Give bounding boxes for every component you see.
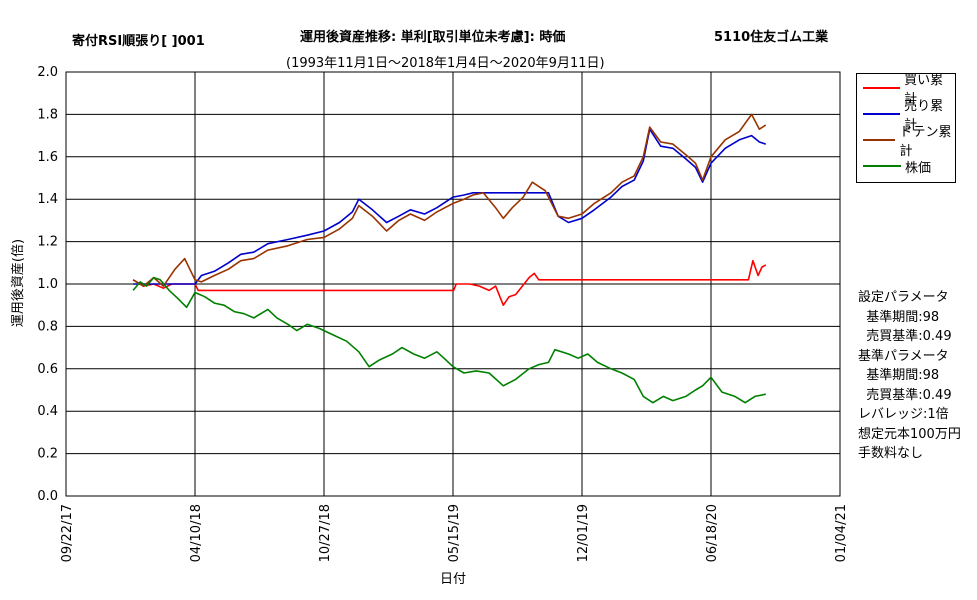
y-axis-label: 運用後資産(倍) (10, 239, 26, 327)
y-tick-label: 1.8 (37, 107, 58, 122)
param-line: 設定パラメータ (858, 290, 949, 305)
legend-item-doten: ドテン累計 (863, 125, 955, 159)
legend-item-sell: 売り累計 (863, 99, 955, 133)
stock-price-line (132, 276, 766, 404)
x-tick-label: 10/27/18 (318, 504, 333, 562)
legend-swatch-doten (863, 139, 896, 141)
x-tick-label: 09/22/17 (60, 504, 75, 562)
param-line: 売買基準:0.49 (858, 329, 952, 344)
doten-cumulative-line (132, 113, 767, 287)
legend-label-buy: 買い累計 (904, 73, 944, 107)
parameter-block: 設定パラメータ 基準期間:98 売買基準:0.49 基準パラメータ 基準期間:9… (858, 288, 961, 464)
y-tick-label: 1.4 (37, 192, 58, 207)
x-tick-label: 12/01/19 (576, 504, 591, 562)
chart-legend: 買い累計 売り累計 ドテン累計 株価 (856, 73, 956, 183)
y-tick-label: 0.2 (37, 447, 58, 462)
x-tick-label: 04/10/18 (189, 504, 204, 562)
x-tick-label: 06/18/20 (705, 504, 720, 562)
plot-border (65, 71, 841, 497)
y-tick-label: 1.0 (37, 277, 58, 292)
sell-cumulative-line (133, 128, 767, 285)
legend-swatch-price (863, 165, 901, 167)
param-line: 売買基準:0.49 (858, 387, 952, 403)
y-tick-label: 1.2 (37, 235, 58, 250)
y-tick-label: 0.8 (37, 319, 58, 334)
y-tick-label: 0.6 (37, 362, 58, 377)
legend-swatch-sell (863, 113, 901, 115)
x-tick-label: 05/15/19 (447, 504, 462, 562)
legend-label-price: 株価 (905, 160, 932, 176)
param-line: 基準パラメータ (858, 348, 949, 364)
param-line: レバレッジ:1倍 (858, 407, 949, 422)
y-tick-label: 0.4 (37, 404, 58, 419)
chart-title-center: 運用後資産推移: 単利[取引単位未考慮]: 時価 (300, 30, 566, 45)
grid-layer (65, 71, 841, 497)
chart-subtitle: (1993年11月1日〜2018年1月4日〜2020年9月11日) (286, 56, 605, 71)
buy-cumulative-line (132, 259, 767, 307)
param-line: 基準期間:98 (858, 368, 940, 383)
param-line: 想定元本100万円 (858, 426, 961, 442)
legend-item-price: 株価 (863, 158, 932, 176)
legend-swatch-buy (863, 87, 901, 89)
param-line: 手数料なし (858, 446, 924, 461)
y-tick-label: 2.0 (37, 65, 58, 80)
x-tick-label: 01/04/21 (834, 504, 849, 562)
axis-layer: 0.0 0.2 0.4 0.6 0.8 1.0 1.2 1.4 1.6 1.8 2.0 09/22/1… (37, 65, 849, 562)
param-line: 基準期間:98 (858, 309, 940, 325)
series-layer (132, 113, 767, 404)
y-tick-label: 1.6 (37, 150, 58, 165)
chart-title-right: 5110住友ゴム工業 (714, 30, 829, 45)
y-tick-label: 0.0 (37, 489, 58, 504)
legend-label-doten: ドテン累計 (899, 125, 952, 159)
x-axis-label: 日付 (440, 572, 466, 587)
legend-item-buy: 買い累計 (863, 73, 955, 107)
chart-title-left: 寄付RSI順張り[ ]001 (72, 34, 205, 49)
legend-label-sell: 売り累計 (904, 99, 944, 133)
